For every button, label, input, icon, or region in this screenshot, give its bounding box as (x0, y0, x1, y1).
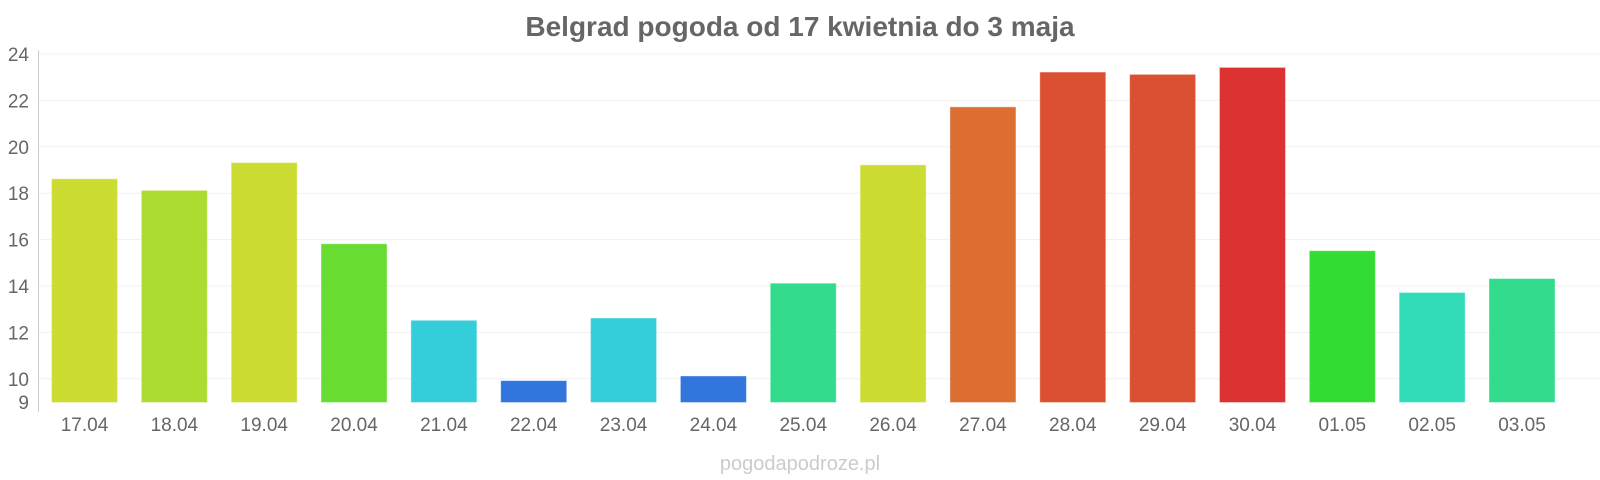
y-tick-label: 20 (8, 138, 29, 159)
watermark: pogodapodroze.pl (720, 453, 880, 475)
y-tick-label: 24 (8, 45, 30, 66)
bar-21-04 (410, 320, 477, 403)
x-tick-label: 22.04 (510, 415, 558, 436)
y-axis: 910 12 14 16 18 20 22 24 (8, 45, 39, 414)
x-tick-label: 02.05 (1408, 415, 1456, 436)
x-tick-label: 26.04 (869, 415, 917, 436)
y-tick-label: 18 (8, 184, 29, 205)
x-tick-label: 01.05 (1319, 415, 1367, 436)
bars (51, 67, 1555, 403)
x-tick-label: 28.04 (1049, 415, 1097, 436)
bar-19-04 (231, 162, 298, 403)
chart-title: Belgrad pogoda od 17 kwietnia do 3 maja (525, 11, 1075, 42)
bar-23-04 (590, 317, 657, 403)
x-tick-label: 25.04 (779, 415, 827, 436)
bar-03-05 (1489, 278, 1555, 403)
x-tick-label: 19.04 (240, 415, 288, 436)
bar-28-04 (1039, 72, 1106, 403)
bar-18-04 (141, 190, 208, 403)
y-tick-label: 10 (8, 370, 29, 391)
x-tick-label: 30.04 (1229, 415, 1277, 436)
bar-20-04 (321, 243, 388, 403)
bar-02-05 (1399, 292, 1466, 403)
x-axis: 17.04 18.04 19.04 20.04 21.04 22.04 23.04 24.04… (61, 415, 1546, 436)
bar-30-04 (1219, 67, 1286, 403)
x-tick-label: 18.04 (151, 415, 199, 436)
x-tick-label: 27.04 (959, 415, 1007, 436)
x-tick-label: 29.04 (1139, 415, 1187, 436)
x-tick-label: 17.04 (61, 415, 109, 436)
bar-25-04 (770, 283, 837, 403)
bar-24-04 (680, 375, 747, 403)
y-tick-label: 14 (8, 277, 30, 298)
y-tick-label: 16 (8, 231, 29, 252)
x-tick-label: 20.04 (330, 415, 378, 436)
bar-22-04 (500, 380, 567, 403)
x-tick-label: 24.04 (690, 415, 738, 436)
bar-27-04 (949, 106, 1016, 403)
bar-29-04 (1129, 74, 1196, 403)
x-tick-label: 21.04 (420, 415, 468, 436)
y-tick-label: 9 (18, 393, 29, 414)
x-tick-label: 23.04 (600, 415, 648, 436)
bar-26-04 (860, 164, 927, 403)
bar-01-05 (1309, 250, 1376, 403)
y-tick-label: 22 (8, 91, 29, 112)
x-tick-label: 03.05 (1498, 415, 1546, 436)
y-tick-label: 12 (8, 323, 29, 344)
bar-17-04 (51, 178, 118, 403)
